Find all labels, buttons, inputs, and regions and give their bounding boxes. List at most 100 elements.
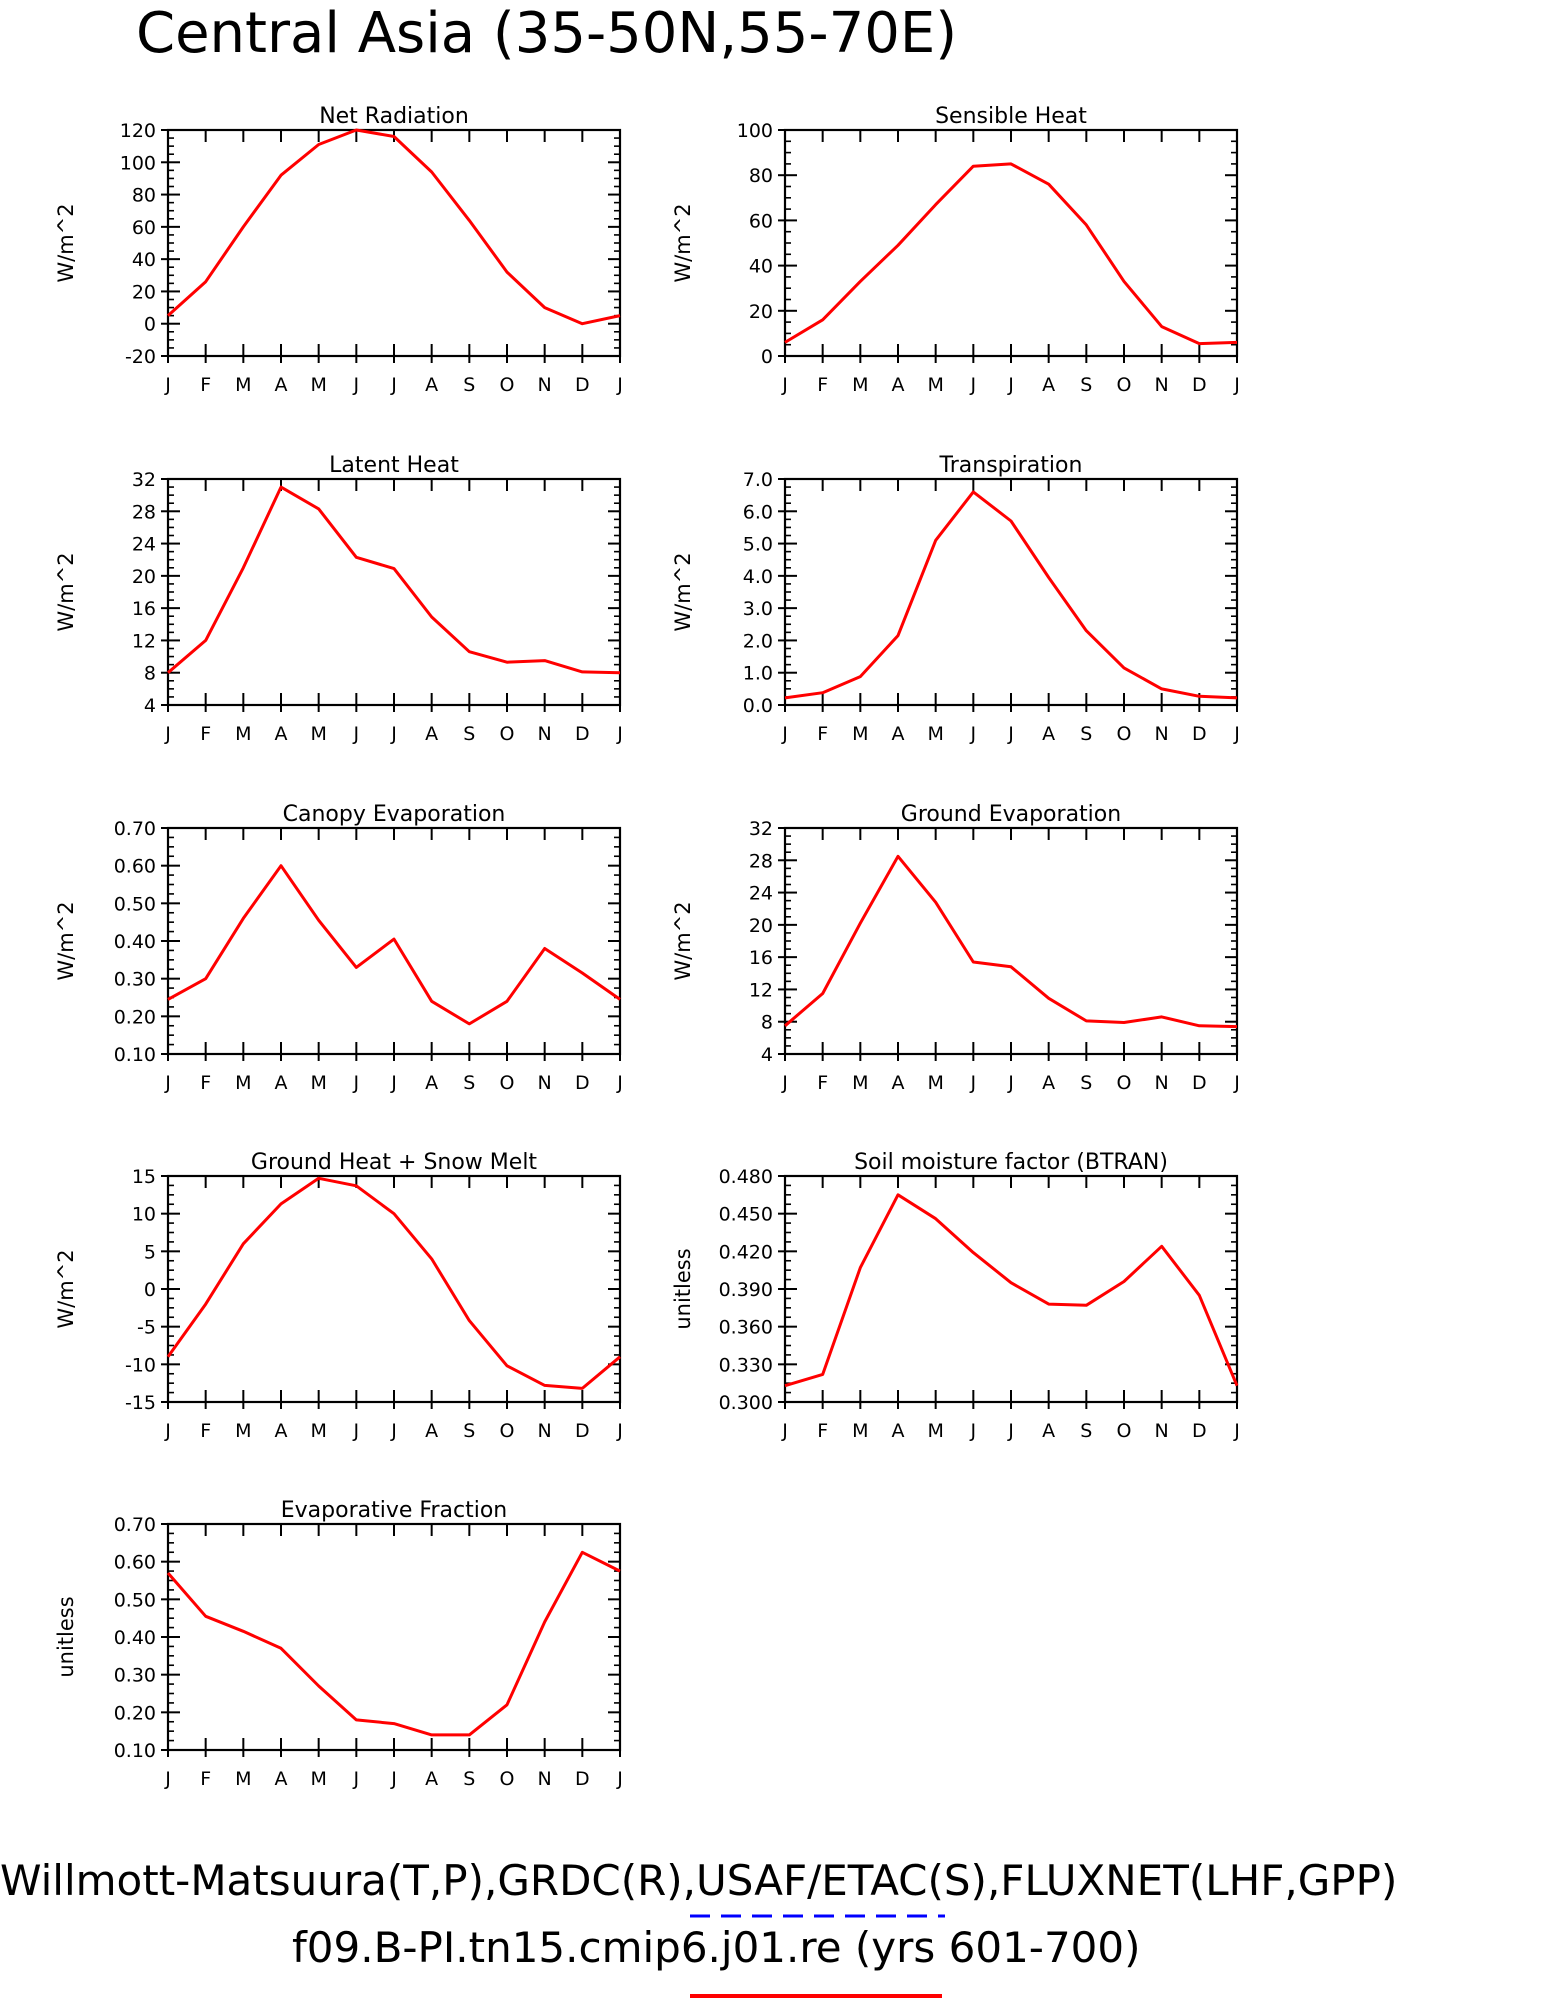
series-line-model [167,485,621,675]
y-tick-label: 0 [761,346,773,368]
x-tick-label: J [616,1072,623,1094]
y-tick-label: 5.0 [743,534,773,556]
y-tick-label: 60 [749,210,773,232]
x-tick-label: A [275,723,288,745]
series-line-model [166,128,621,326]
x-tick-label: D [575,1072,590,1094]
x-tick-label: A [892,1072,905,1094]
x-tick-label: O [500,1768,515,1790]
x-tick-label: A [892,1420,905,1442]
y-tick-label: 28 [749,850,773,872]
x-tick-label: J [1233,374,1240,396]
footer-observations: Willmott-Matsuura(T,P),GRDC(R),USAF/ETAC… [0,1856,1397,1905]
y-tick-label: 4 [761,1044,773,1066]
y-tick-label: 0.30 [114,969,156,991]
x-tick-label: O [500,1420,515,1442]
x-tick-label: A [425,1420,438,1442]
x-tick-label: F [200,723,211,745]
panel-title: Canopy Evaporation [283,802,506,827]
x-tick-label: S [463,1420,475,1442]
x-tick-label: J [1007,374,1014,396]
panel-title: Sensible Heat [935,104,1087,129]
y-tick-label: 0.30 [114,1665,156,1687]
x-tick-label: D [1192,1420,1207,1442]
y-tick-label: 0.360 [719,1317,773,1339]
y-tick-label: 7.0 [743,469,773,491]
series-line-model [166,1176,621,1390]
x-tick-label: M [235,1420,251,1442]
y-tick-label: 0.20 [114,1006,156,1028]
x-tick-label: O [1117,723,1132,745]
x-tick-label: J [353,1768,360,1790]
plot-frame [166,1522,622,1752]
y-tick-label: 4.0 [743,566,773,588]
x-tick-label: O [500,374,515,396]
y-tick-label: 6.0 [743,501,773,523]
y-axis-label: W/m^2 [671,203,695,282]
x-tick-label: J [164,374,171,396]
y-tick-label: 0.50 [114,1589,156,1611]
x-tick-label: D [575,374,590,396]
x-tick-label: A [1042,1072,1055,1094]
y-tick-label: 20 [749,915,773,937]
x-tick-label: A [425,723,438,745]
x-tick-label: F [817,723,828,745]
y-tick-label: 20 [749,301,773,323]
x-tick-label: M [235,1072,251,1094]
y-tick-label: -15 [125,1392,156,1414]
y-tick-label: 1.0 [743,663,773,685]
x-tick-label: J [616,723,623,745]
series-line-model [166,1550,621,1737]
x-tick-label: F [200,1072,211,1094]
y-tick-label: 0.40 [114,931,156,953]
y-tick-label: 24 [749,883,773,905]
x-tick-label: M [310,374,326,396]
x-tick-label: M [310,1768,326,1790]
x-tick-label: J [970,374,977,396]
y-axis-label: unitless [671,1248,695,1329]
x-tick-label: J [164,1768,171,1790]
series-line-model [784,1193,1239,1388]
x-tick-label: M [310,1072,326,1094]
panel-5: Ground Evaporation W/m^2 4 8 12 16 20 24 28 32 J F M… [671,802,1240,1094]
y-tick-label: 0.330 [719,1354,773,1376]
y-tick-label: 0.390 [719,1279,773,1301]
y-axis-label: W/m^2 [671,552,695,631]
x-tick-label: A [275,1768,288,1790]
x-tick-label: D [575,1420,590,1442]
y-tick-label: 80 [132,185,156,207]
x-tick-label: M [852,723,868,745]
panel-3: Transpiration W/m^2 0.0 1.0 2.0 3.0 4.0 5.0 6.0 7… [671,453,1240,745]
x-tick-label: J [164,723,171,745]
y-tick-label: -5 [137,1317,156,1339]
x-tick-label: M [235,374,251,396]
x-tick-label: J [353,1072,360,1094]
x-tick-label: N [1155,723,1169,745]
x-tick-label: O [500,723,515,745]
y-axis-label: W/m^2 [54,901,78,980]
y-tick-label: 100 [737,120,773,142]
y-tick-label: 80 [749,165,773,187]
panel-title: Transpiration [939,453,1083,478]
y-tick-label: 0.450 [719,1204,773,1226]
y-tick-label: 0.60 [114,856,156,878]
x-tick-label: D [1192,723,1207,745]
y-axis-label: W/m^2 [54,203,78,282]
y-axis-label: W/m^2 [54,1249,78,1328]
y-tick-label: 40 [749,256,773,278]
x-tick-label: S [1080,374,1092,396]
plot-frame [783,477,1239,707]
y-tick-label: 60 [132,217,156,239]
y-tick-label: 12 [749,979,773,1001]
panel-title: Evaporative Fraction [281,1498,507,1523]
footer-case: f09.B-PI.tn15.cmip6.j01.re (yrs 601-700) [292,1923,1141,1972]
x-tick-label: A [275,374,288,396]
x-tick-label: J [1233,723,1240,745]
x-tick-label: J [970,1420,977,1442]
x-tick-label: S [463,1072,475,1094]
x-tick-label: J [390,1768,397,1790]
panel-title: Soil moisture factor (BTRAN) [854,1150,1168,1175]
y-tick-label: 120 [120,120,156,142]
